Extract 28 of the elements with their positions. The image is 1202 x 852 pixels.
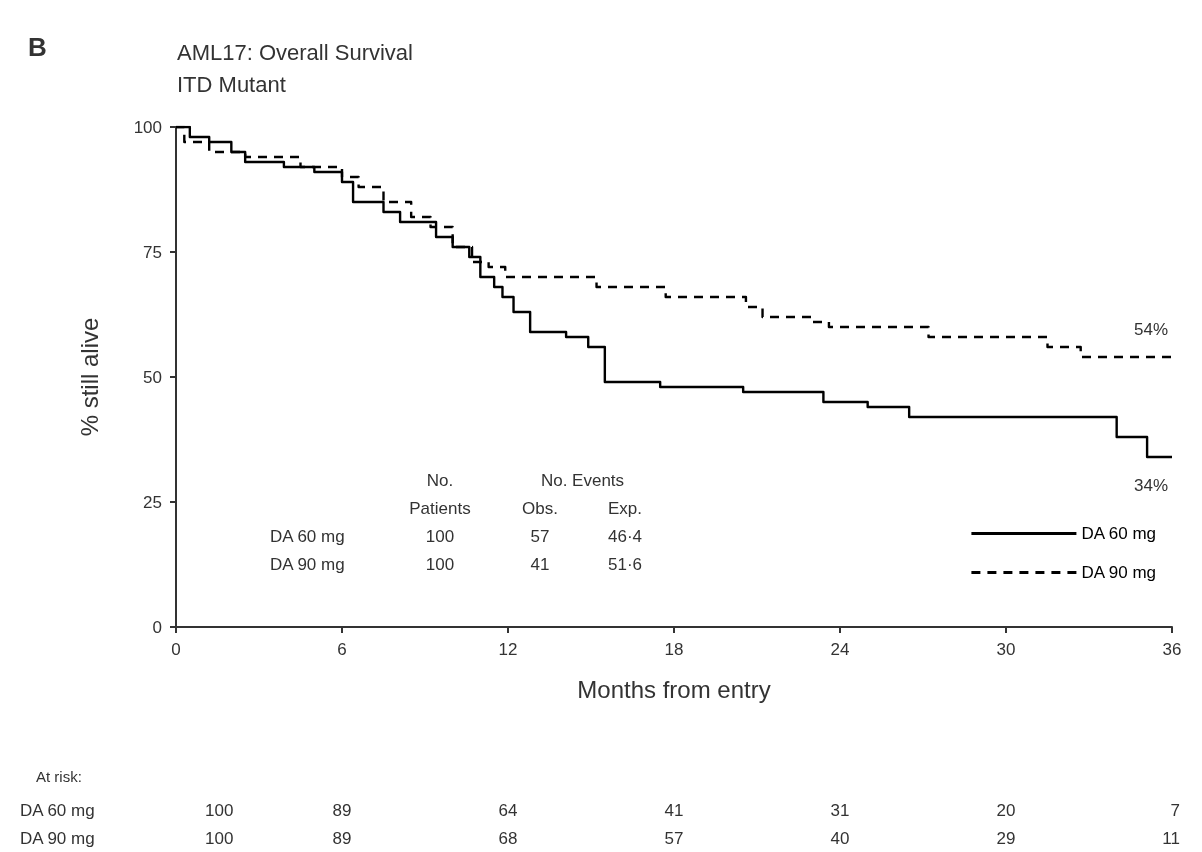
x-tick-label: 6 xyxy=(337,640,347,659)
annotation: 34% xyxy=(1133,475,1168,495)
x-tick-label: 36 xyxy=(1162,640,1182,659)
text: DA 90 mg 100 89 68 57 40 29 11 xyxy=(20,828,1180,848)
x-tick-label: 30 xyxy=(996,640,1016,659)
text: DA 60 mg 100 57 46·4 xyxy=(270,526,643,546)
y-tick-label: 50 xyxy=(143,367,162,387)
y-tick-label: 100 xyxy=(133,117,162,137)
annotation: 54% xyxy=(1133,319,1168,339)
x-tick-label: 18 xyxy=(664,640,684,659)
y-tick-label: 25 xyxy=(143,492,162,512)
x-tick-label: 0 xyxy=(171,640,181,659)
text: DA 90 mg 100 41 51·6 xyxy=(270,554,643,574)
text: No. No. Events xyxy=(426,470,625,490)
x-tick-label: 24 xyxy=(830,640,850,659)
x-axis-title: Months from entry xyxy=(577,675,771,703)
text: At risk: xyxy=(36,767,82,785)
x-tick-label: 12 xyxy=(498,640,518,659)
text: B xyxy=(28,32,47,62)
chart-title: AML17: Overall Survival xyxy=(177,39,413,65)
text: Patients Obs. Exp. xyxy=(409,498,643,518)
y-tick-label: 0 xyxy=(152,617,162,637)
text: DA 60 mg 100 89 64 41 31 20 7 xyxy=(20,800,1180,820)
y-tick-label: 75 xyxy=(143,242,162,262)
chart-subtitle: ITD Mutant xyxy=(177,71,286,97)
legend-label: DA 90 mg xyxy=(1081,563,1157,582)
legend-label: DA 60 mg xyxy=(1081,524,1157,543)
y-axis-title: % still alive xyxy=(75,317,103,437)
